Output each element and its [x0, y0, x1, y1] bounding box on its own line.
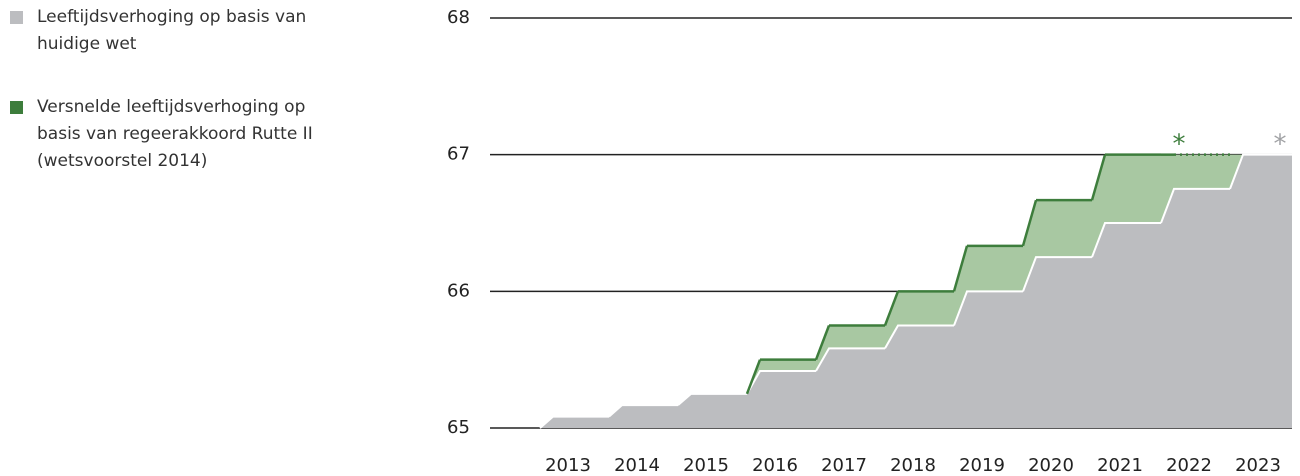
step-riser [1090, 154, 1107, 201]
accelerated-band [747, 359, 829, 394]
y-tick-label: 65 [447, 417, 470, 438]
current-law-area [954, 291, 1023, 428]
x-tick-label: 2023 [1235, 455, 1281, 476]
legend: Leeftijdsverhoging op basis van huidige … [10, 4, 340, 211]
step-riser [814, 325, 831, 361]
y-tick-label: 68 [447, 7, 470, 28]
legend-item: Leeftijdsverhoging op basis van huidige … [10, 4, 340, 58]
x-tick-label: 2018 [890, 455, 936, 476]
legend-swatch [10, 11, 23, 24]
current-law-area [1230, 154, 1292, 428]
current-law-area [1092, 223, 1161, 428]
legend-swatch [10, 101, 23, 114]
area-edge [677, 392, 747, 406]
current-law-area [1161, 188, 1230, 428]
step-riser [1021, 199, 1038, 247]
accelerated-band [1023, 200, 1105, 292]
step-riser [883, 290, 900, 326]
x-tick-label: 2016 [752, 455, 798, 476]
x-tick-label: 2022 [1166, 455, 1212, 476]
annotation: * [1274, 130, 1287, 160]
area-edge [539, 415, 609, 429]
accelerated-band [885, 291, 967, 349]
step-riser [745, 359, 762, 395]
accelerated-band [1092, 154, 1174, 258]
current-law-area [609, 405, 678, 428]
area-edge [1091, 222, 1161, 258]
area-edge [953, 290, 1023, 326]
current-law-area [540, 416, 609, 428]
legend-label: Leeftijdsverhoging op basis van huidige … [37, 7, 307, 54]
accelerated-band [954, 245, 1036, 326]
area-edge [746, 370, 816, 395]
area-edge [1022, 256, 1092, 292]
area-edge [815, 347, 885, 372]
x-tick-label: 2014 [614, 455, 660, 476]
y-tick-label: 66 [447, 280, 470, 301]
area-edge [608, 404, 678, 418]
current-law-area [678, 393, 747, 428]
current-law-area [1023, 257, 1092, 428]
step-riser [952, 245, 969, 292]
x-tick-label: 2013 [545, 455, 591, 476]
x-tick-label: 2017 [821, 455, 867, 476]
accelerated-band [1161, 154, 1243, 223]
x-tick-label: 2021 [1097, 455, 1143, 476]
x-tick-label: 2015 [683, 455, 729, 476]
area-edge [1229, 153, 1292, 190]
annotation: * [1173, 130, 1186, 160]
y-tick-label: 67 [447, 144, 470, 165]
area-edge [1160, 187, 1230, 224]
current-law-area [816, 348, 885, 428]
x-tick-label: 2020 [1028, 455, 1074, 476]
legend-item: Versnelde leeftijdsverhoging op basis va… [10, 94, 340, 175]
area-edge [884, 324, 954, 349]
x-tick-label: 2019 [959, 455, 1005, 476]
current-law-area [885, 325, 954, 428]
legend-label: Versnelde leeftijdsverhoging op basis va… [37, 97, 313, 171]
current-law-area [747, 371, 816, 428]
